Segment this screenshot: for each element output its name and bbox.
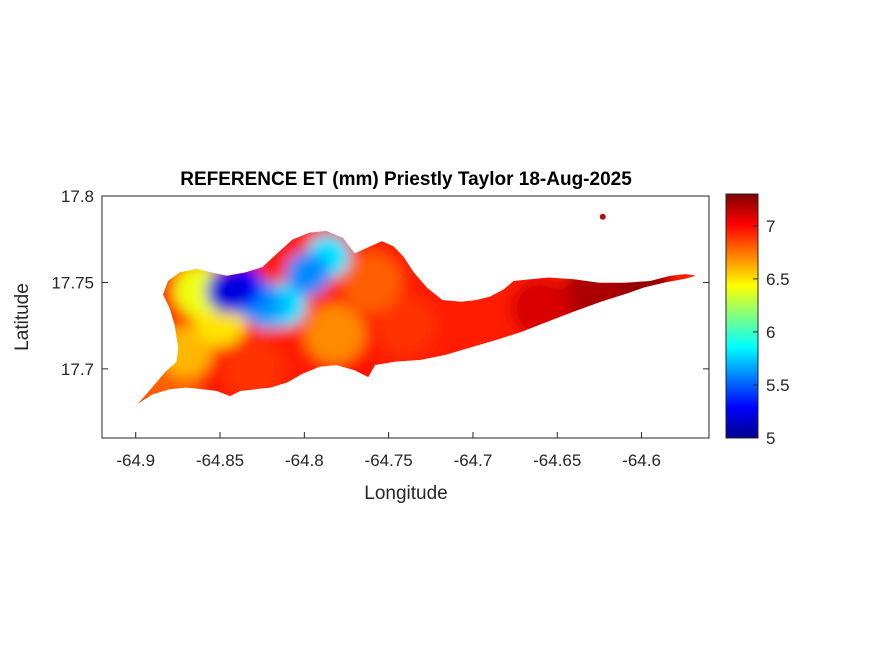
x-tick-label: -64.8 — [285, 451, 324, 470]
colorbar-tick-label: 5.5 — [766, 376, 790, 395]
y-tick-label: 17.7 — [61, 360, 94, 379]
x-tick-label: -64.6 — [622, 451, 661, 470]
colorbar — [725, 193, 759, 439]
colorbar-ticks: 7 6.5 6 5.5 5 — [753, 217, 790, 448]
y-axis: 17.8 17.75 17.7 — [51, 187, 709, 379]
y-axis-label: Latitude — [12, 283, 33, 351]
y-tick-label: 17.8 — [61, 187, 94, 206]
x-tick-label: -64.85 — [196, 451, 244, 470]
island-outline — [135, 230, 698, 406]
x-tick-label: -64.9 — [116, 451, 155, 470]
x-axis: -64.9 -64.85 -64.8 -64.75 -64.7 -64.65 -64.6 — [116, 432, 661, 470]
et-sample-point — [206, 269, 251, 314]
colorbar-tick-label: 5 — [766, 429, 775, 448]
colorbar-tick-label: 6.5 — [766, 270, 790, 289]
et-sample-point — [285, 251, 330, 296]
et-sample-point — [223, 338, 284, 399]
x-tick-label: -64.65 — [533, 451, 581, 470]
et-sample-point — [442, 287, 503, 347]
x-tick-label: -64.75 — [365, 451, 413, 470]
x-axis-label: Longitude — [364, 483, 447, 504]
et-sample-point — [341, 252, 402, 313]
colorbar-tick-label: 7 — [766, 217, 775, 236]
et-sample-point — [304, 304, 365, 365]
colorbar-tick-label: 6 — [766, 323, 775, 342]
islet-marker — [599, 213, 606, 220]
x-tick-label: -64.7 — [454, 451, 493, 470]
map-title: REFERENCE ET (mm) Priestly Taylor 18-Aug… — [180, 169, 632, 190]
et-sample-point — [375, 295, 436, 356]
y-tick-label: 17.75 — [51, 273, 94, 292]
